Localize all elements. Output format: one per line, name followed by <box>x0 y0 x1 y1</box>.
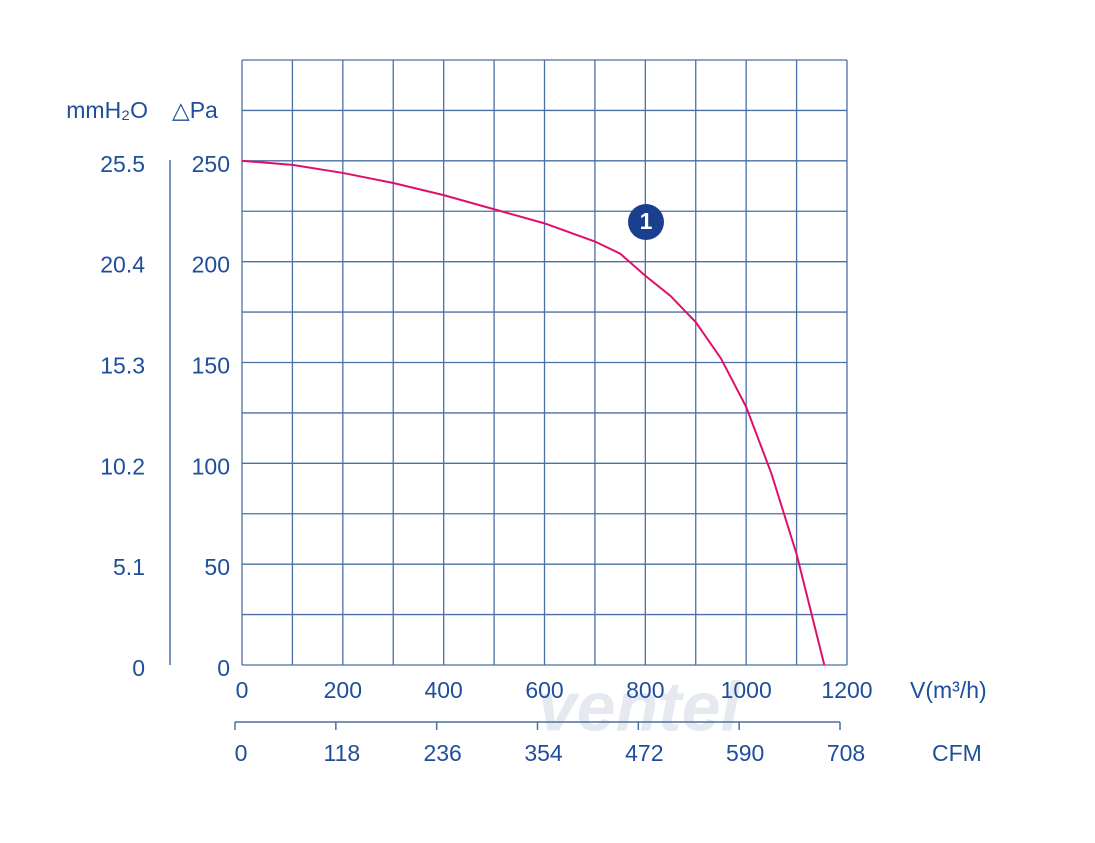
y2-tick-label: 20.4 <box>100 252 145 278</box>
y-tick-label: 150 <box>192 353 230 379</box>
y2-tick-label: 10.2 <box>100 453 145 479</box>
x-tick-label: 800 <box>626 677 664 703</box>
x2-tick-label: 708 <box>827 740 865 766</box>
x2-tick-label: 118 <box>323 740 360 766</box>
annotation-badge <box>628 204 664 240</box>
x-tick-label: 400 <box>424 677 462 703</box>
x-tick-label: 0 <box>236 677 249 703</box>
y2-tick-label: 5.1 <box>113 554 145 580</box>
x2-tick-label: 0 <box>235 740 248 766</box>
x2-tick-label: 236 <box>423 740 461 766</box>
x-tick-label: 200 <box>324 677 362 703</box>
x2-tick-label: 590 <box>726 740 764 766</box>
y-tick-label: 0 <box>217 655 230 681</box>
y2-axis-label: mmH₂O <box>66 97 148 123</box>
x-tick-label: 1200 <box>821 677 872 703</box>
y-tick-label: 250 <box>192 151 230 177</box>
x2-axis-label: CFM <box>932 740 982 766</box>
watermark: ventel <box>538 667 742 745</box>
x2-tick-label: 354 <box>524 740 563 766</box>
y-tick-label: 50 <box>204 554 230 580</box>
y2-tick-label: 25.5 <box>100 151 145 177</box>
x-tick-label: 1000 <box>721 677 772 703</box>
x-tick-label: 600 <box>525 677 563 703</box>
y-tick-label: 100 <box>192 453 230 479</box>
x-axis-label: V(m³/h) <box>910 677 987 703</box>
x2-tick-label: 472 <box>625 740 663 766</box>
y2-tick-label: 0 <box>132 655 145 681</box>
curve <box>241 159 826 666</box>
y2-tick-label: 15.3 <box>100 353 145 379</box>
y-tick-label: 200 <box>192 252 230 278</box>
y-axis-label: △Pa <box>172 97 218 123</box>
annotation: 1 <box>640 208 653 234</box>
